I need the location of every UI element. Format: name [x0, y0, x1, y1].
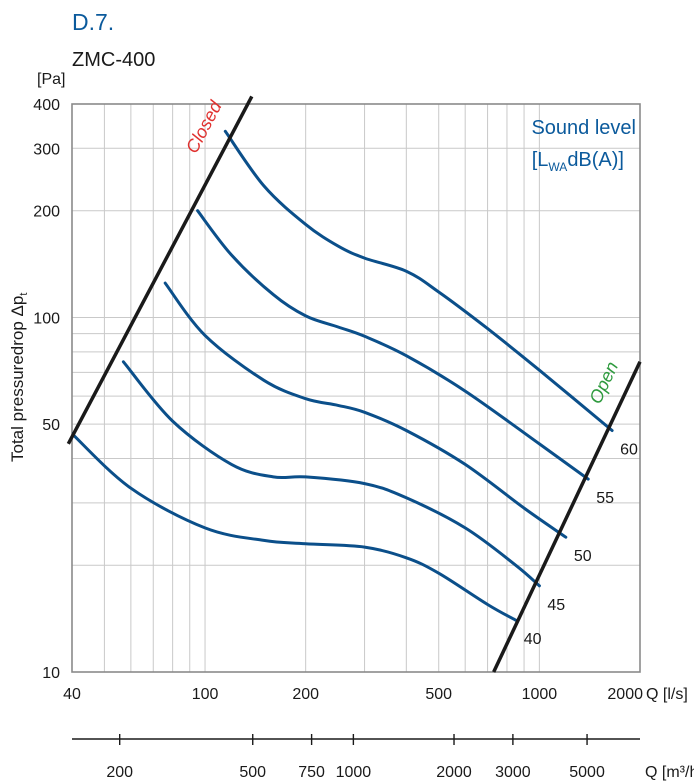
x-tick-label: 2000	[607, 686, 643, 703]
sound-level-curve	[121, 360, 541, 588]
curve-labels: 40 45 50 55 60	[524, 441, 638, 648]
damper-boundary-lines	[66, 95, 642, 673]
open-boundary-line	[492, 361, 642, 673]
closed-label: Closed	[182, 97, 226, 157]
y-axis-title-text: Total pressuredrop Δp	[8, 296, 27, 462]
y-tick-label: 400	[33, 97, 60, 114]
x-tick-label: 1000	[522, 686, 558, 703]
y-axis-title: Total pressuredrop Δpt	[8, 293, 30, 462]
y-tick-label: 50	[42, 417, 60, 434]
secondary-axis-tick-label: 500	[239, 764, 266, 781]
secondary-axis-tick-label: 200	[106, 764, 133, 781]
x-tick-label: 200	[292, 686, 319, 703]
secondary-axis-ticks: 200 500 750 1000 2000 3000 5000	[106, 734, 605, 781]
x-tick-label: 500	[425, 686, 452, 703]
sound-level-curve	[72, 432, 518, 622]
legend-unit-post: dB(A)]	[567, 149, 624, 171]
sound-level-curve	[163, 281, 568, 539]
grid	[72, 104, 640, 672]
y-tick-label: 10	[42, 665, 60, 682]
legend-unit-pre: [L	[532, 149, 549, 171]
sound-level-curve	[223, 129, 614, 432]
open-label: Open	[585, 358, 622, 406]
chart-code: D.7.	[72, 9, 114, 35]
sound-level-curve	[196, 209, 590, 481]
secondary-axis-tick-label: 5000	[569, 764, 605, 781]
curve-label: 45	[547, 597, 565, 614]
sound-level-curves	[72, 129, 614, 622]
curve-label: 60	[620, 441, 638, 458]
curve-label: 55	[596, 490, 614, 507]
curve-label: 50	[574, 548, 592, 565]
y-tick-label: 100	[33, 310, 60, 327]
legend-title: Sound level	[531, 117, 636, 139]
secondary-axis-tick-label: 750	[298, 764, 325, 781]
y-unit: [Pa]	[37, 71, 65, 88]
secondary-axis-tick-label: 3000	[495, 764, 531, 781]
curve-label: 40	[524, 631, 542, 648]
y-tick-label: 300	[33, 141, 60, 158]
legend-unit-sub: WA	[548, 160, 567, 174]
y-tick-label: 200	[33, 204, 60, 221]
x-tick-labels: 40 100 200 500 1000 2000	[63, 686, 643, 703]
x2-unit: Q [m³/h]	[645, 764, 694, 781]
x-tick-label: 100	[192, 686, 219, 703]
legend-unit: [LWAdB(A)]	[532, 149, 624, 174]
secondary-axis-tick-label: 1000	[336, 764, 372, 781]
model-name: ZMC-400	[72, 49, 155, 71]
closed-boundary-line	[66, 95, 254, 445]
y-axis-title-subscript: t	[18, 293, 30, 296]
secondary-axis-tick-label: 2000	[436, 764, 472, 781]
y-tick-labels: 10 50 100 200 300 400	[33, 97, 60, 682]
x-tick-label: 40	[63, 686, 81, 703]
plot-frame	[71, 103, 641, 673]
x-unit: Q [l/s]	[646, 686, 688, 703]
